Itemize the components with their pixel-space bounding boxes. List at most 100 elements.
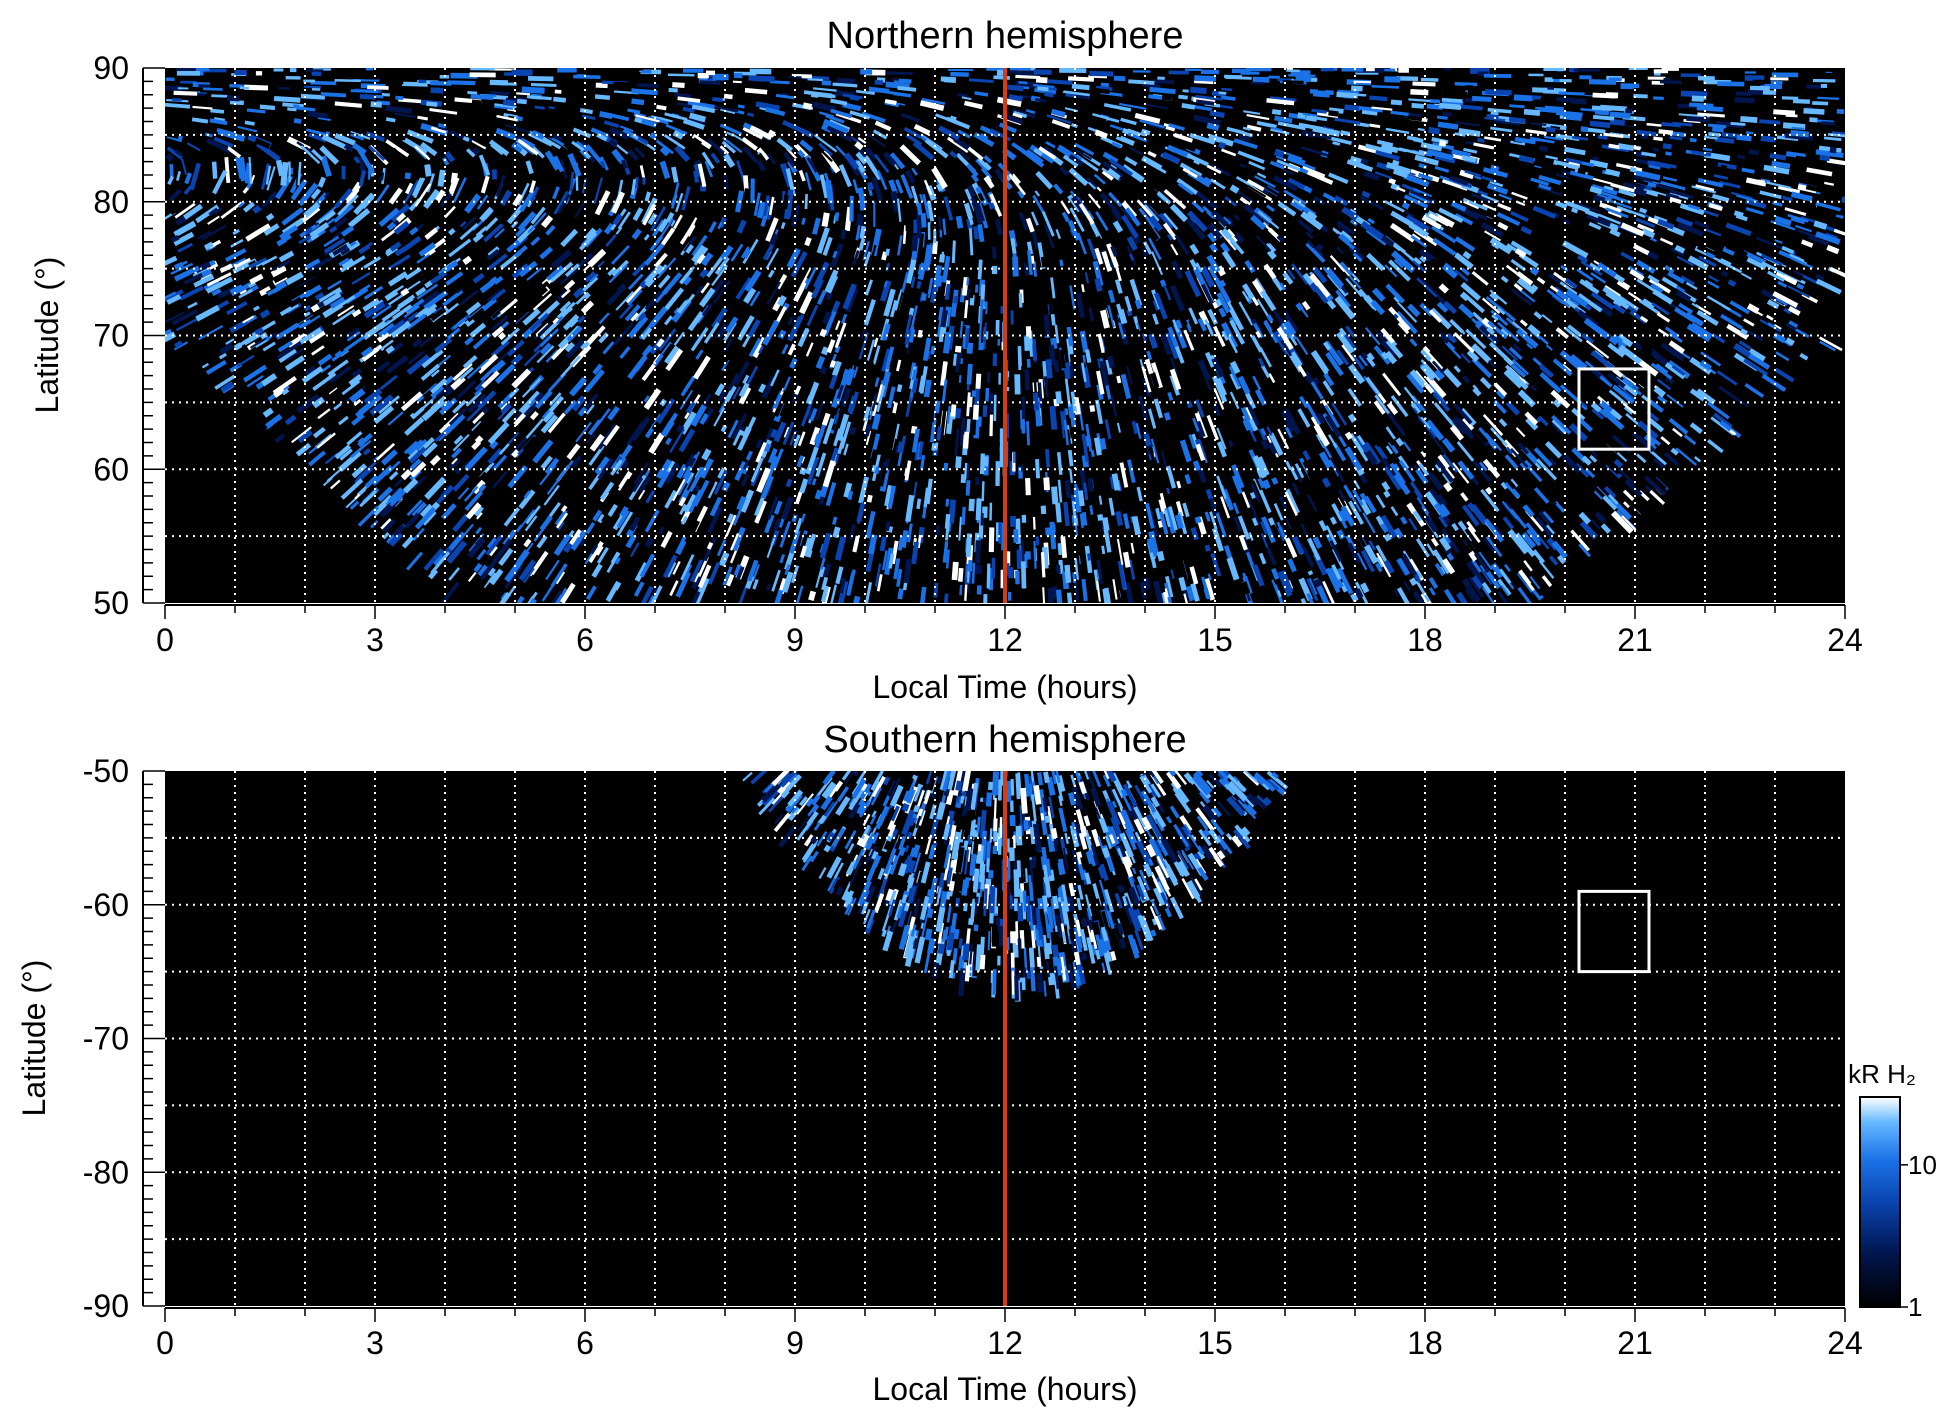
emission-streak (993, 394, 997, 422)
emission-streak (681, 186, 691, 211)
emission-streak (1657, 328, 1670, 338)
emission-streak (692, 137, 703, 147)
emission-streak (954, 408, 962, 419)
emission-streak (489, 276, 499, 285)
emission-streak (1788, 253, 1805, 263)
emission-streak (1784, 207, 1807, 217)
emission-streak (1051, 119, 1071, 129)
emission-streak (1274, 89, 1293, 96)
emission-streak (495, 127, 517, 141)
emission-streak (1763, 164, 1790, 175)
emission-streak (940, 309, 949, 328)
emission-streak (1588, 262, 1602, 273)
emission-streak (910, 234, 919, 252)
emission-streak (754, 291, 770, 317)
emission-streak (1060, 200, 1071, 215)
emission-streak (1421, 215, 1442, 230)
emission-streak (1283, 407, 1301, 435)
emission-streak (1089, 405, 1096, 412)
emission-streak (763, 96, 792, 105)
emission-streak (1322, 580, 1335, 603)
emission-streak (1162, 122, 1176, 132)
emission-streak (305, 125, 330, 138)
emission-streak (560, 582, 576, 603)
emission-streak (1093, 456, 1099, 476)
emission-streak (1493, 382, 1508, 397)
emission-streak (1483, 538, 1497, 555)
emission-streak (789, 357, 798, 369)
emission-streak (1055, 391, 1062, 405)
emission-streak (1089, 87, 1110, 95)
emission-streak (1300, 146, 1329, 157)
emission-streak (1477, 137, 1485, 143)
emission-streak (1622, 489, 1635, 502)
emission-streak (771, 569, 781, 592)
emission-streak (1255, 235, 1272, 252)
emission-streak (756, 147, 770, 162)
emission-streak (1309, 89, 1334, 95)
emission-streak (493, 257, 502, 265)
emission-streak (714, 383, 725, 397)
emission-streak (1210, 178, 1226, 190)
emission-streak (983, 155, 993, 164)
emission-streak (864, 279, 874, 296)
emission-streak (1495, 389, 1506, 400)
emission-streak (1283, 189, 1307, 205)
emission-streak (806, 304, 819, 327)
emission-streak (1565, 157, 1583, 165)
emission-streak (174, 202, 196, 219)
emission-streak (1450, 201, 1467, 212)
emission-streak (809, 408, 818, 422)
emission-streak (536, 535, 548, 549)
emission-streak (1365, 376, 1382, 397)
emission-streak (919, 365, 928, 394)
emission-streak (989, 414, 994, 437)
emission-streak (1640, 134, 1648, 140)
emission-streak (884, 547, 894, 576)
emission-streak (482, 100, 500, 105)
emission-streak (260, 191, 279, 209)
emission-streak (1195, 443, 1206, 462)
emission-streak (922, 337, 932, 361)
emission-streak (672, 478, 686, 502)
emission-streak (752, 336, 767, 359)
emission-streak (414, 307, 429, 318)
emission-streak (1508, 346, 1523, 360)
emission-streak (866, 494, 873, 503)
emission-streak (904, 314, 913, 338)
emission-streak (1748, 348, 1766, 362)
emission-streak (1390, 394, 1409, 418)
emission-streak (477, 353, 499, 374)
emission-streak (1323, 372, 1335, 387)
emission-streak (1266, 426, 1273, 436)
emission-streak (559, 300, 572, 313)
emission-streak (1141, 155, 1168, 174)
emission-streak (1713, 174, 1729, 180)
emission-streak (492, 470, 508, 489)
emission-streak (490, 462, 498, 471)
emission-streak (711, 211, 720, 223)
emission-streak (1409, 481, 1424, 499)
emission-streak (1748, 353, 1771, 370)
emission-streak (1176, 178, 1199, 196)
emission-streak (1618, 143, 1635, 151)
emission-streak (828, 374, 838, 390)
emission-streak (1179, 162, 1203, 178)
emission-streak (1184, 269, 1202, 298)
emission-streak (812, 87, 837, 92)
emission-streak (1118, 419, 1129, 446)
emission-streak (1616, 466, 1636, 485)
emission-streak (879, 467, 887, 487)
emission-streak (1402, 440, 1412, 452)
emission-streak (360, 346, 374, 358)
emission-streak (1117, 308, 1128, 325)
emission-streak (849, 110, 871, 120)
emission-streak (897, 451, 903, 467)
emission-streak (1385, 86, 1413, 94)
emission-streak (1057, 452, 1063, 475)
emission-streak (1406, 115, 1423, 122)
emission-streak (635, 114, 660, 123)
emission-streak (444, 151, 456, 163)
emission-streak (830, 278, 837, 287)
emission-streak (1204, 351, 1216, 368)
